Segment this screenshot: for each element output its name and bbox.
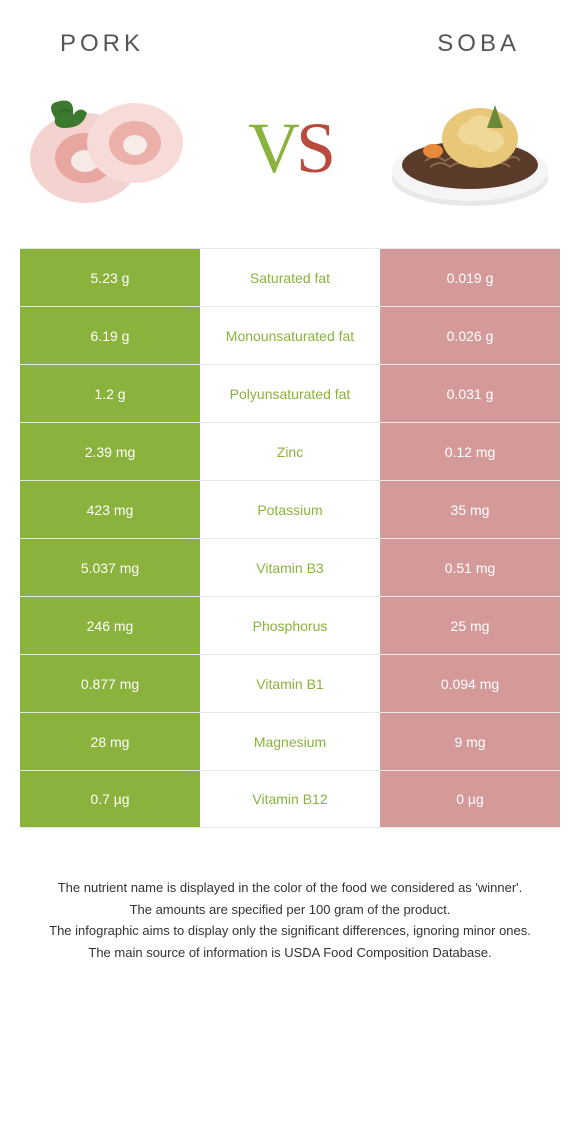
pork-image [20,78,200,218]
nutrient-label-cell: Potassium [200,481,380,538]
nutrient-label-cell: Magnesium [200,713,380,770]
nutrient-label-cell: Saturated fat [200,249,380,306]
left-value-cell: 5.037 mg [20,539,200,596]
nutrient-label-cell: Phosphorus [200,597,380,654]
table-row: 0.7 µgVitamin B120 µg [20,770,560,828]
right-value-cell: 0.12 mg [380,423,560,480]
nutrient-label-cell: Polyunsaturated fat [200,365,380,422]
left-value-cell: 5.23 g [20,249,200,306]
table-row: 1.2 gPolyunsaturated fat0.031 g [20,364,560,422]
table-row: 0.877 mgVitamin B10.094 mg [20,654,560,712]
footnote-line: The nutrient name is displayed in the co… [30,878,550,898]
right-value-cell: 0.019 g [380,249,560,306]
table-row: 423 mgPotassium35 mg [20,480,560,538]
left-food-title: PORK [60,30,144,58]
left-value-cell: 1.2 g [20,365,200,422]
table-row: 5.23 gSaturated fat0.019 g [20,248,560,306]
right-value-cell: 25 mg [380,597,560,654]
left-value-cell: 423 mg [20,481,200,538]
table-row: 28 mgMagnesium9 mg [20,712,560,770]
soba-image [380,78,560,218]
nutrient-label-cell: Vitamin B1 [200,655,380,712]
nutrient-label-cell: Monounsaturated fat [200,307,380,364]
header-row: PORK SOBA [0,0,580,68]
right-value-cell: 0.094 mg [380,655,560,712]
right-value-cell: 35 mg [380,481,560,538]
right-value-cell: 0.51 mg [380,539,560,596]
images-row: VS [0,68,580,248]
table-row: 246 mgPhosphorus25 mg [20,596,560,654]
footnote-line: The amounts are specified per 100 gram o… [30,900,550,920]
footnote-line: The main source of information is USDA F… [30,943,550,963]
table-row: 2.39 mgZinc0.12 mg [20,422,560,480]
left-value-cell: 0.877 mg [20,655,200,712]
left-value-cell: 2.39 mg [20,423,200,480]
right-food-title: SOBA [437,30,520,58]
nutrient-table: 5.23 gSaturated fat0.019 g6.19 gMonounsa… [20,248,560,828]
left-value-cell: 0.7 µg [20,771,200,827]
footnote-line: The infographic aims to display only the… [30,921,550,941]
right-value-cell: 0.026 g [380,307,560,364]
nutrient-label-cell: Vitamin B12 [200,771,380,827]
table-row: 5.037 mgVitamin B30.51 mg [20,538,560,596]
left-value-cell: 6.19 g [20,307,200,364]
infographic-container: PORK SOBA VS [0,0,580,984]
right-value-cell: 9 mg [380,713,560,770]
nutrient-label-cell: Zinc [200,423,380,480]
right-value-cell: 0 µg [380,771,560,827]
soba-icon [385,83,555,213]
nutrient-label-cell: Vitamin B3 [200,539,380,596]
left-value-cell: 246 mg [20,597,200,654]
right-value-cell: 0.031 g [380,365,560,422]
pork-icon [25,83,195,213]
footnotes: The nutrient name is displayed in the co… [0,828,580,984]
vs-label: VS [248,107,332,190]
left-value-cell: 28 mg [20,713,200,770]
table-row: 6.19 gMonounsaturated fat0.026 g [20,306,560,364]
